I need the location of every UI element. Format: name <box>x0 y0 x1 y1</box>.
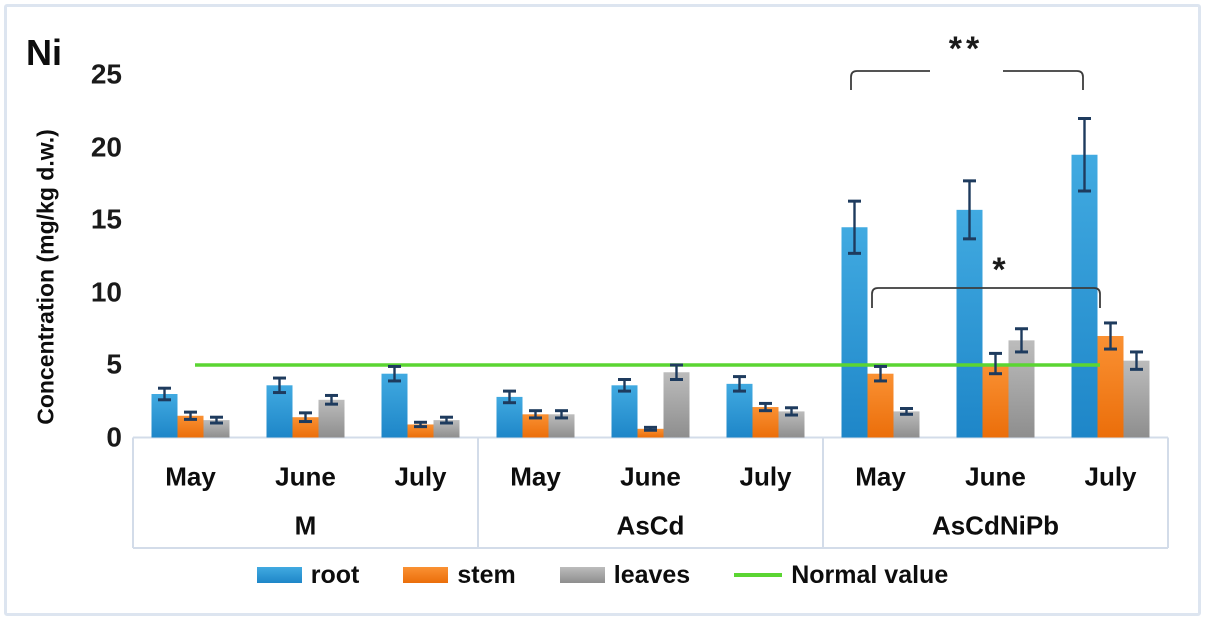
error-bar-leaves-AsCd-June <box>670 363 683 381</box>
x-group-label-M: M <box>294 510 317 541</box>
legend-item-leaves: leaves <box>559 560 691 590</box>
significance-bracket-1 <box>850 70 1084 90</box>
significance-bracket-2 <box>871 287 1101 308</box>
bar-stem-AsCdNiPb-May <box>867 373 894 438</box>
bar-root-AsCdNiPb-June <box>956 209 983 438</box>
x-month-label-AsCd-July: July <box>739 461 792 492</box>
bar-leaves-M-June <box>318 399 345 438</box>
x-month-label-M-May: May <box>165 461 216 492</box>
y-tick-label-20: 20 <box>90 130 122 162</box>
error-bar-leaves-M-July <box>440 415 453 425</box>
error-bar-root-AsCd-June <box>618 378 631 393</box>
x-month-label-AsCdNiPb-July: July <box>1084 461 1137 492</box>
legend-normal-value-line-icon <box>734 573 783 577</box>
bar-root-AsCd-June <box>611 385 638 438</box>
error-bar-stem-M-May <box>184 410 197 421</box>
error-bar-root-M-June <box>273 376 286 395</box>
x-month-label-AsCd-May: May <box>510 461 561 492</box>
y-tick-label-25: 25 <box>90 58 122 90</box>
legend-swatch-leaves-icon <box>559 567 605 583</box>
legend-item-stem: stem <box>403 560 516 590</box>
error-bar-stem-AsCd-May <box>529 409 542 420</box>
error-bar-leaves-AsCdNiPb-May <box>900 407 913 416</box>
error-bar-leaves-AsCdNiPb-June <box>1015 327 1028 354</box>
chart-title: Ni <box>26 32 62 73</box>
bar-stem-AsCd-June <box>637 428 664 438</box>
bar-root-AsCd-July <box>726 383 753 438</box>
legend-label: Normal value <box>791 560 949 589</box>
bar-leaves-AsCd-May <box>548 414 575 438</box>
legend-label: leaves <box>613 560 691 589</box>
error-bar-stem-AsCdNiPb-May <box>874 364 887 383</box>
y-tick-label-10: 10 <box>90 275 122 307</box>
legend-item-normal-value: Normal value <box>734 561 948 590</box>
x-month-label-AsCd-June: June <box>620 461 681 492</box>
error-bar-stem-AsCd-July <box>759 401 772 413</box>
x-group-label-AsCdNiPb: AsCdNiPb <box>931 510 1060 541</box>
x-month-label-AsCdNiPb-May: May <box>855 461 906 492</box>
x-month-label-M-July: July <box>394 461 447 492</box>
bar-leaves-AsCdNiPb-July <box>1123 360 1150 438</box>
error-bar-root-AsCdNiPb-June <box>963 179 976 241</box>
error-bar-leaves-AsCd-May <box>555 409 568 420</box>
error-bar-stem-AsCd-June <box>644 425 657 432</box>
error-bar-stem-AsCdNiPb-June <box>989 351 1002 376</box>
error-bar-stem-M-July <box>414 420 427 429</box>
bar-leaves-AsCd-June <box>663 372 690 438</box>
bar-root-AsCdNiPb-May <box>841 227 868 438</box>
error-bar-stem-AsCdNiPb-July <box>1104 321 1117 351</box>
legend-label: stem <box>457 560 516 589</box>
legend-swatch-root-icon <box>256 567 302 583</box>
error-bar-root-AsCdNiPb-July <box>1078 117 1091 193</box>
error-bar-leaves-AsCdNiPb-July <box>1130 350 1143 371</box>
error-bar-root-AsCd-July <box>733 375 746 393</box>
x-month-label-M-June: June <box>275 461 336 492</box>
legend-item-root: root <box>256 560 360 590</box>
error-bar-root-AsCdNiPb-May <box>848 199 861 255</box>
significance-label: * <box>992 251 1009 289</box>
error-bars <box>158 117 1143 432</box>
y-tick-label-5: 5 <box>106 348 122 380</box>
bars-stem <box>177 336 1124 438</box>
bar-stem-AsCdNiPb-July <box>1097 336 1124 438</box>
bars-root <box>151 154 1098 438</box>
bar-root-M-July <box>381 373 408 438</box>
error-bar-root-AsCd-May <box>503 389 516 405</box>
bar-stem-AsCdNiPb-June <box>982 363 1009 438</box>
error-bar-leaves-M-June <box>325 393 338 406</box>
error-bar-leaves-AsCd-July <box>785 406 798 417</box>
x-month-label-AsCdNiPb-June: June <box>965 461 1026 492</box>
legend-swatch-stem-icon <box>403 567 449 583</box>
error-bar-root-M-July <box>388 364 401 383</box>
error-bar-stem-M-June <box>299 411 312 424</box>
bar-stem-AsCd-May <box>522 414 549 438</box>
error-bar-leaves-M-May <box>210 415 223 425</box>
legend-label: root <box>310 560 360 589</box>
y-tick-label-15: 15 <box>90 203 122 235</box>
bar-root-AsCdNiPb-July <box>1071 154 1098 438</box>
x-group-label-AsCd: AsCd <box>616 510 685 541</box>
bar-stem-M-May <box>177 415 204 438</box>
bar-leaves-AsCdNiPb-June <box>1008 340 1035 438</box>
error-bar-root-M-May <box>158 386 171 402</box>
legend: root stem leaves Normal value <box>0 557 1205 593</box>
y-tick-label-0: 0 <box>106 420 122 452</box>
significance-label: ** <box>949 30 983 68</box>
bars-leaves <box>203 340 1150 438</box>
